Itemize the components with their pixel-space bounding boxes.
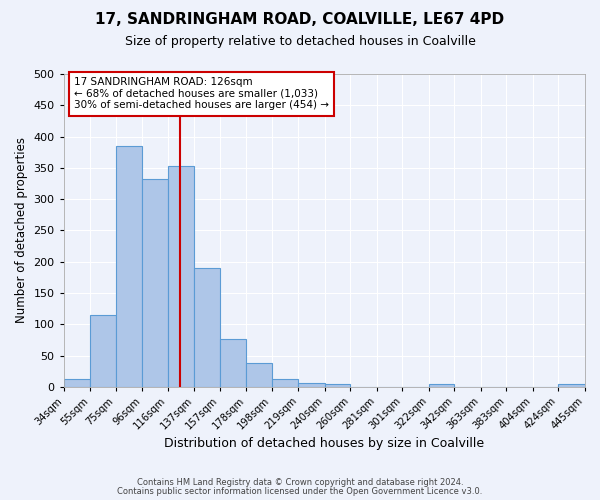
Bar: [272, 378, 298, 387]
Bar: [325, 384, 350, 387]
Bar: [220, 340, 247, 387]
Bar: [247, 363, 272, 387]
Bar: [429, 384, 454, 387]
Text: Contains HM Land Registry data © Crown copyright and database right 2024.: Contains HM Land Registry data © Crown c…: [137, 478, 463, 487]
Text: 17, SANDRINGHAM ROAD, COALVILLE, LE67 4PD: 17, SANDRINGHAM ROAD, COALVILLE, LE67 4P…: [95, 12, 505, 28]
Bar: [168, 166, 194, 387]
Text: Contains public sector information licensed under the Open Government Licence v3: Contains public sector information licen…: [118, 487, 482, 496]
Bar: [194, 268, 220, 387]
Bar: [64, 378, 91, 387]
Y-axis label: Number of detached properties: Number of detached properties: [15, 138, 28, 324]
Text: Size of property relative to detached houses in Coalville: Size of property relative to detached ho…: [125, 35, 475, 48]
Bar: [298, 383, 325, 387]
X-axis label: Distribution of detached houses by size in Coalville: Distribution of detached houses by size …: [164, 437, 484, 450]
Text: 17 SANDRINGHAM ROAD: 126sqm
← 68% of detached houses are smaller (1,033)
30% of : 17 SANDRINGHAM ROAD: 126sqm ← 68% of det…: [74, 77, 329, 110]
Bar: [116, 146, 142, 387]
Bar: [142, 179, 168, 387]
Bar: [559, 384, 585, 387]
Bar: [91, 315, 116, 387]
